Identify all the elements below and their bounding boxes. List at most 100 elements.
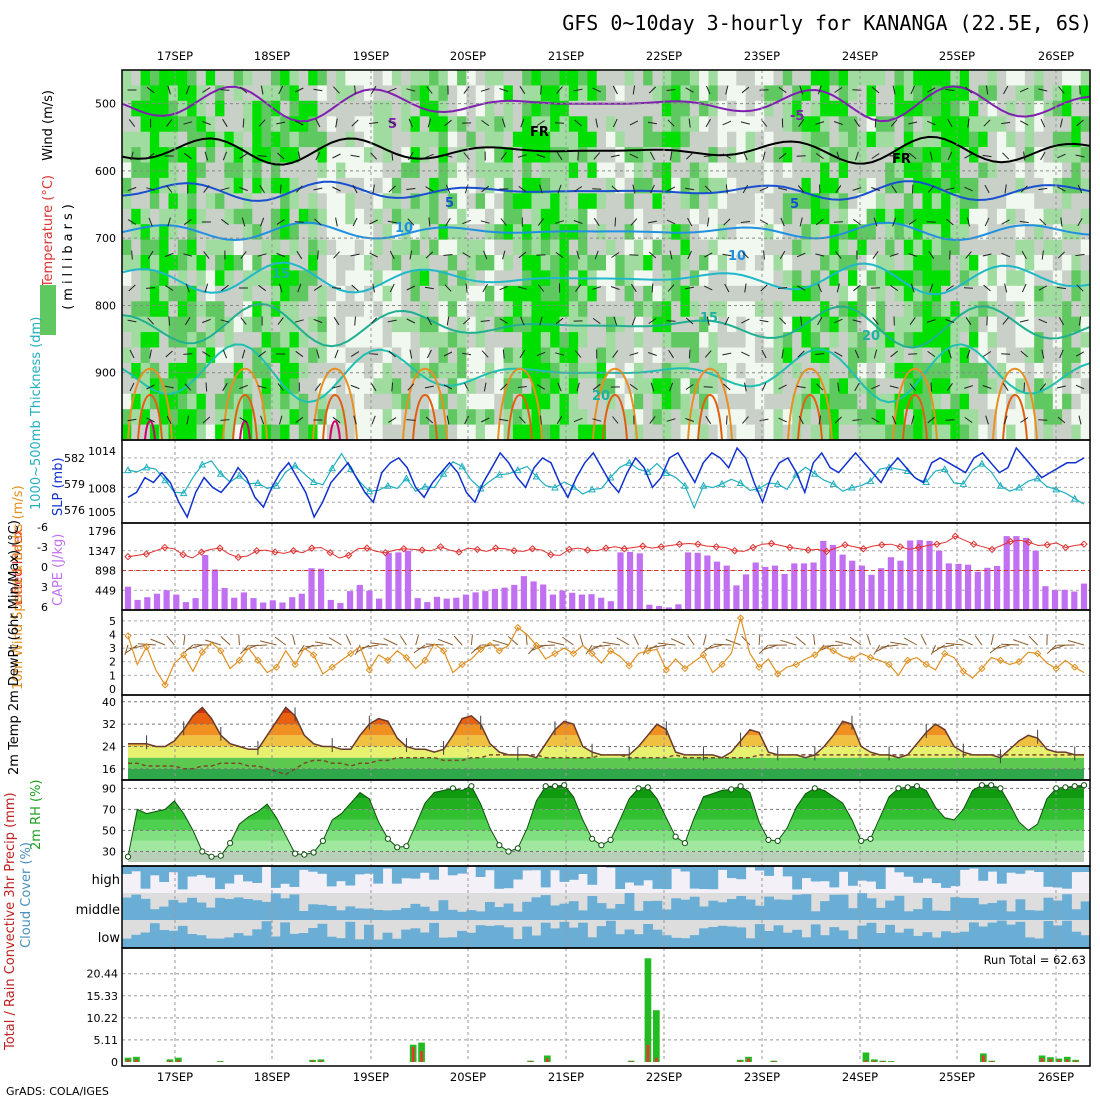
rh-cell xyxy=(736,347,747,364)
cloud-cell xyxy=(931,910,942,920)
rh-cell xyxy=(615,70,626,86)
rh-cell xyxy=(727,378,737,395)
wind-barb xyxy=(332,153,341,159)
cape-tick-label: 898 xyxy=(95,565,116,578)
rh-point xyxy=(561,782,568,789)
wind-barb xyxy=(929,283,934,293)
rh-cell xyxy=(643,147,654,164)
cloud-cell xyxy=(531,866,542,871)
rh-cell xyxy=(782,270,793,287)
rh-cell xyxy=(652,239,663,256)
rh-cell xyxy=(1052,70,1063,86)
rh-cell xyxy=(187,147,198,164)
rh-cell xyxy=(522,362,533,379)
rh-cell xyxy=(196,147,207,164)
cape-bar xyxy=(742,574,750,610)
rh-cell xyxy=(149,285,160,302)
wind-speed-point xyxy=(774,670,782,678)
rh-cell xyxy=(987,301,998,318)
cape-bar xyxy=(694,552,701,610)
rh-point xyxy=(1053,785,1060,792)
wind-barb xyxy=(688,118,691,128)
rh-cell xyxy=(410,162,421,179)
rh-cell xyxy=(931,347,942,364)
rh-cell xyxy=(987,239,998,256)
wind-barb xyxy=(706,85,711,95)
rh-cell xyxy=(624,378,635,395)
cloud-cell xyxy=(829,866,840,888)
thickness-point xyxy=(1015,483,1023,491)
rh-cell xyxy=(205,424,216,441)
rh-cell xyxy=(680,347,691,364)
rh-cell xyxy=(969,270,979,287)
isotherm-label: 15 xyxy=(272,267,290,282)
rh-cell xyxy=(1052,224,1063,241)
rh-cell xyxy=(848,347,858,364)
wind-barb xyxy=(1040,151,1046,161)
rh-cell xyxy=(959,85,970,102)
wind-barb-10m xyxy=(758,634,761,646)
rh-cell xyxy=(801,131,812,148)
cloud-cell xyxy=(615,866,626,889)
rh-cell xyxy=(866,162,877,179)
li-point xyxy=(933,540,941,548)
cloud-cell xyxy=(149,866,160,876)
rh-cell xyxy=(466,177,477,194)
rh-cell xyxy=(578,362,588,379)
cloud-cell xyxy=(429,922,439,948)
cloud-cell xyxy=(354,939,365,948)
cloud-cell xyxy=(531,897,542,920)
rh-cell xyxy=(503,85,514,102)
rh-cell xyxy=(252,116,263,133)
rh-cell xyxy=(1052,255,1063,271)
wind-barb xyxy=(1038,187,1048,191)
rh-cell xyxy=(336,85,346,102)
rh-cell xyxy=(829,424,840,441)
rh-cell xyxy=(578,100,588,117)
rh-cell xyxy=(289,193,300,210)
rh-cell xyxy=(326,208,337,225)
cloud-cell xyxy=(298,911,309,920)
li-point xyxy=(767,539,776,548)
rh-cell xyxy=(187,239,198,256)
wind-barb xyxy=(889,385,899,389)
rh-cell xyxy=(671,193,682,210)
rh-cell xyxy=(978,162,989,179)
rh-cell xyxy=(978,424,989,441)
rh-cell xyxy=(354,100,365,117)
cloud-cell xyxy=(280,922,290,948)
rh-cell xyxy=(969,285,979,302)
precip-convective-bar xyxy=(873,1060,876,1062)
rh-cell xyxy=(224,224,235,241)
thickness-point xyxy=(235,471,244,479)
rh-cell xyxy=(857,70,868,86)
rh-cell xyxy=(875,177,886,194)
cloud-cell xyxy=(1034,910,1044,920)
cape-bar xyxy=(926,540,933,610)
wind-barb xyxy=(372,184,375,194)
rh-cell xyxy=(503,270,514,287)
rh-cell xyxy=(373,208,384,225)
rh-cell xyxy=(354,85,365,102)
wind-barb xyxy=(983,284,991,292)
rh-cell xyxy=(996,424,1007,441)
cloud-cell xyxy=(699,928,709,948)
rh-cell xyxy=(289,162,300,179)
wind-speed-point xyxy=(829,647,838,655)
cloud-cell xyxy=(522,901,532,920)
rh-cell xyxy=(494,131,505,148)
rh-cell xyxy=(801,100,812,117)
rh-cell xyxy=(996,224,1007,241)
isotherm-line xyxy=(121,261,1091,296)
rh-cell xyxy=(773,100,784,117)
wind-barb xyxy=(499,285,509,291)
rh-cell xyxy=(1052,162,1063,179)
cloud-cell xyxy=(950,932,961,948)
cloud-cell xyxy=(410,928,421,948)
rh-cell xyxy=(903,332,914,349)
rh-cell xyxy=(652,255,663,271)
rh-cell xyxy=(447,332,458,349)
rh-cell xyxy=(233,347,244,364)
rh-cell xyxy=(447,100,458,117)
rh-cell xyxy=(401,409,412,426)
